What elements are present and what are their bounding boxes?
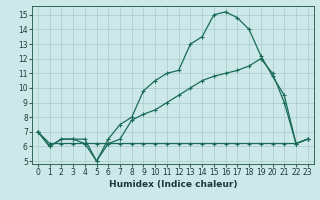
X-axis label: Humidex (Indice chaleur): Humidex (Indice chaleur): [108, 180, 237, 189]
